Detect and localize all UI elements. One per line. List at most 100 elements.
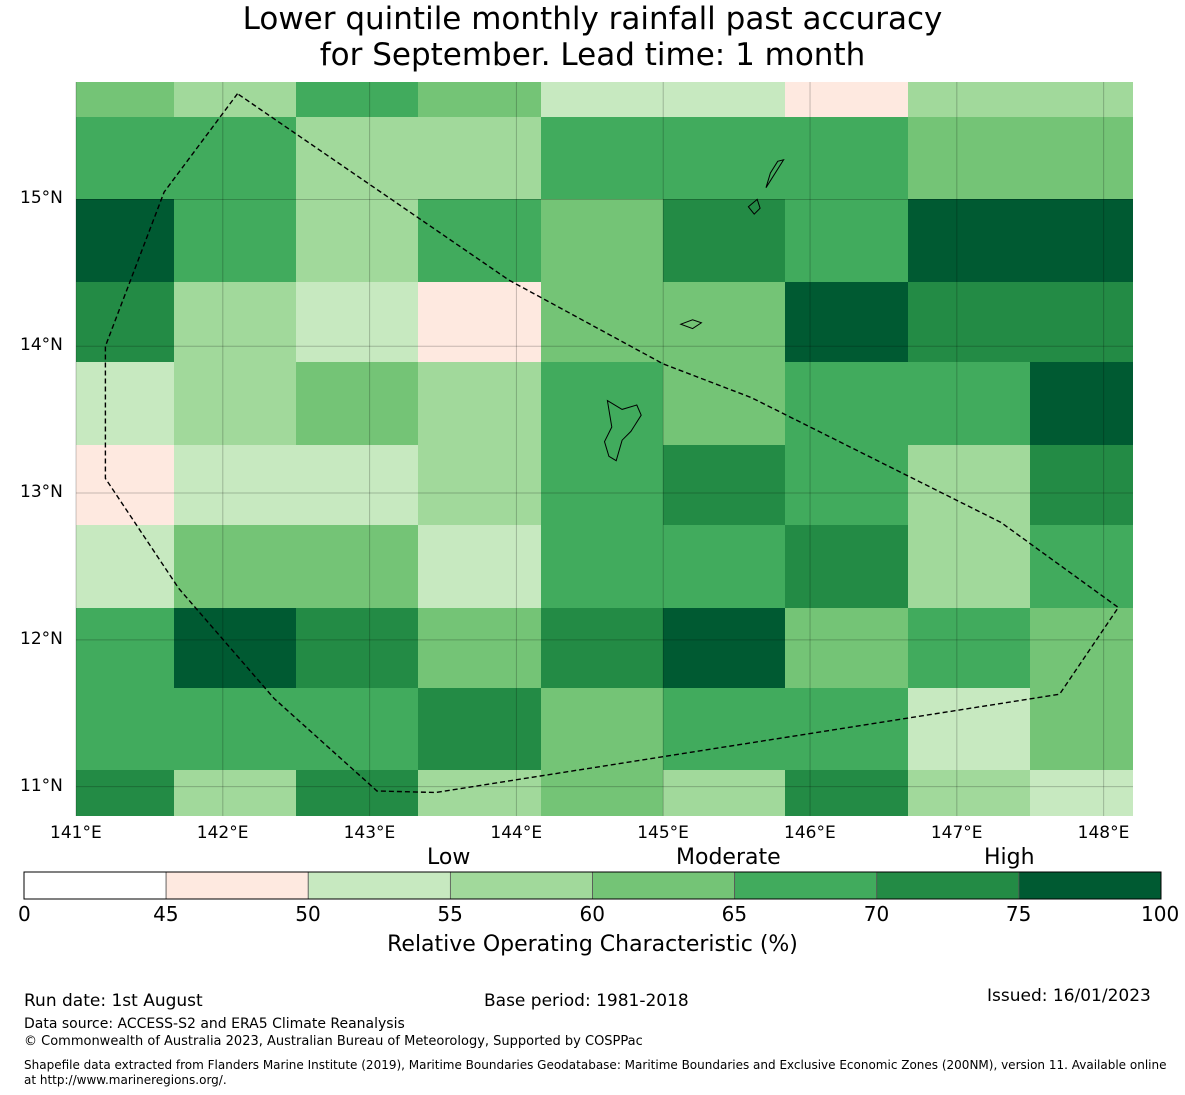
grid-cell-r0-c7 (908, 82, 1030, 117)
grid-cell-r5-c1 (174, 445, 296, 525)
grid-cell-r0-c6 (785, 82, 908, 117)
shapefile-credit-line2: at http://www.marineregions.org/. (24, 1073, 227, 1087)
colorbar-tick-label: 55 (437, 902, 463, 926)
grid-cell-r4-c6 (785, 362, 908, 445)
grid-cell-r7-c2 (296, 608, 418, 688)
grid-cell-r6-c0 (76, 525, 174, 608)
grid-cell-r8-c1 (174, 688, 296, 770)
grid-cell-r2-c0 (76, 199, 174, 282)
colorbar-segment-6 (876, 871, 1020, 900)
run-date-text: Run date: 1st August (24, 991, 203, 1011)
grid-cell-r7-c8 (1030, 608, 1133, 688)
grid-cell-r7-c3 (418, 608, 541, 688)
colorbar-tick-label: 75 (1005, 902, 1032, 926)
colorbar-segment-3 (449, 871, 593, 900)
grid-cell-r3-c3 (418, 282, 541, 362)
lat-tick-label: 13°N (20, 482, 63, 503)
lon-tick-label: 148°E (1077, 823, 1130, 843)
lat-tick-label: 12°N (20, 628, 63, 649)
lat-tick-label: 14°N (20, 335, 63, 356)
colorbar-tick-label: 65 (721, 902, 748, 926)
grid-cell-r4-c2 (296, 362, 418, 445)
grid-cell-r2-c5 (663, 199, 785, 282)
lon-tick-label: 146°E (784, 823, 836, 843)
grid-cell-r9-c7 (908, 770, 1030, 816)
grid-cell-r2-c6 (785, 199, 908, 282)
grid-cell-r4-c5 (663, 362, 785, 445)
grid-cell-r3-c7 (908, 282, 1030, 362)
grid-cell-r8-c8 (1030, 688, 1133, 770)
grid-cell-r1-c4 (541, 117, 663, 199)
colorbar-segment-2 (307, 871, 451, 900)
colorbar-tick-label: 60 (579, 902, 605, 926)
grid-cell-r0-c5 (663, 82, 785, 117)
grid-cell-r1-c2 (296, 117, 418, 199)
grid-cell-r8-c7 (908, 688, 1030, 770)
shapefile-credit-line1: Shapefile data extracted from Flanders M… (24, 1058, 1167, 1072)
copyright-text: © Commonwealth of Australia 2023, Austra… (24, 1034, 643, 1049)
grid-cell-r3-c8 (1030, 282, 1133, 362)
grid-cell-r5-c3 (418, 445, 541, 525)
grid-cell-r9-c8 (1030, 770, 1133, 816)
grid-cell-r8-c5 (663, 688, 785, 770)
colorbar-segment-1 (165, 871, 309, 900)
grid-cell-r2-c8 (1030, 199, 1133, 282)
eez-boundary-line (104, 93, 1120, 794)
grid-cell-r3-c4 (541, 282, 663, 362)
grid-cell-r0-c4 (541, 82, 663, 117)
lon-tick-label: 142°E (196, 823, 249, 843)
grid-cell-r1-c8 (1030, 117, 1133, 199)
grid-cell-r6-c4 (541, 525, 663, 608)
colorbar-tick-label: 0 (18, 902, 31, 926)
grid-cell-r0-c0 (76, 82, 174, 117)
colorbar-tick-label: 100 (1141, 902, 1180, 926)
grid-cell-r3-c0 (76, 282, 174, 362)
island-guam-outline (603, 399, 642, 462)
base-period-text: Base period: 1981-2018 (484, 991, 689, 1011)
grid-cell-r5-c6 (785, 445, 908, 525)
grid-cell-r1-c0 (76, 117, 174, 199)
grid-cell-r1-c6 (785, 117, 908, 199)
grid-cell-r4-c0 (76, 362, 174, 445)
grid-cell-r3-c1 (174, 282, 296, 362)
grid-cell-r6-c3 (418, 525, 541, 608)
grid-cell-r6-c1 (174, 525, 296, 608)
lon-tick-label: 143°E (343, 823, 396, 843)
grid-cell-r9-c3 (418, 770, 541, 816)
island-rota-outline (679, 319, 703, 330)
colorbar-tick-label: 70 (863, 902, 890, 926)
lon-tick-label: 147°E (930, 823, 983, 843)
grid-cell-r5-c2 (296, 445, 418, 525)
grid-cell-r0-c8 (1030, 82, 1133, 117)
grid-cell-r8-c6 (785, 688, 908, 770)
grid-cell-r7-c1 (174, 608, 296, 688)
lon-tick-label: 141°E (50, 823, 102, 843)
grid-cell-r1-c5 (663, 117, 785, 199)
colorbar-segment-7 (1018, 871, 1162, 900)
grid-cell-r9-c2 (296, 770, 418, 816)
grid-cell-r4-c3 (418, 362, 541, 445)
colorbar-tick-label: 45 (153, 902, 179, 926)
lat-tick-label: 15°N (20, 188, 63, 209)
grid-cell-r1-c7 (908, 117, 1030, 199)
grid-cell-r3-c5 (663, 282, 785, 362)
grid-cell-r4-c8 (1030, 362, 1133, 445)
grid-cell-r8-c4 (541, 688, 663, 770)
grid-cell-r2-c3 (418, 199, 541, 282)
grid-cell-r4-c1 (174, 362, 296, 445)
grid-cell-r3-c2 (296, 282, 418, 362)
grid-cell-r8-c2 (296, 688, 418, 770)
grid-cell-r5-c7 (908, 445, 1030, 525)
grid-cell-r6-c5 (663, 525, 785, 608)
grid-cell-r9-c0 (76, 770, 174, 816)
grid-cell-r6-c8 (1030, 525, 1133, 608)
grid-cell-r5-c0 (76, 445, 174, 525)
island-saipan-outline (765, 159, 785, 188)
grid-cell-r5-c8 (1030, 445, 1133, 525)
category-moderate-label: Moderate (676, 845, 781, 870)
grid-cell-r7-c5 (663, 608, 785, 688)
grid-cell-r4-c7 (908, 362, 1030, 445)
colorbar-frame (23, 871, 1162, 900)
grid-cell-r2-c1 (174, 199, 296, 282)
